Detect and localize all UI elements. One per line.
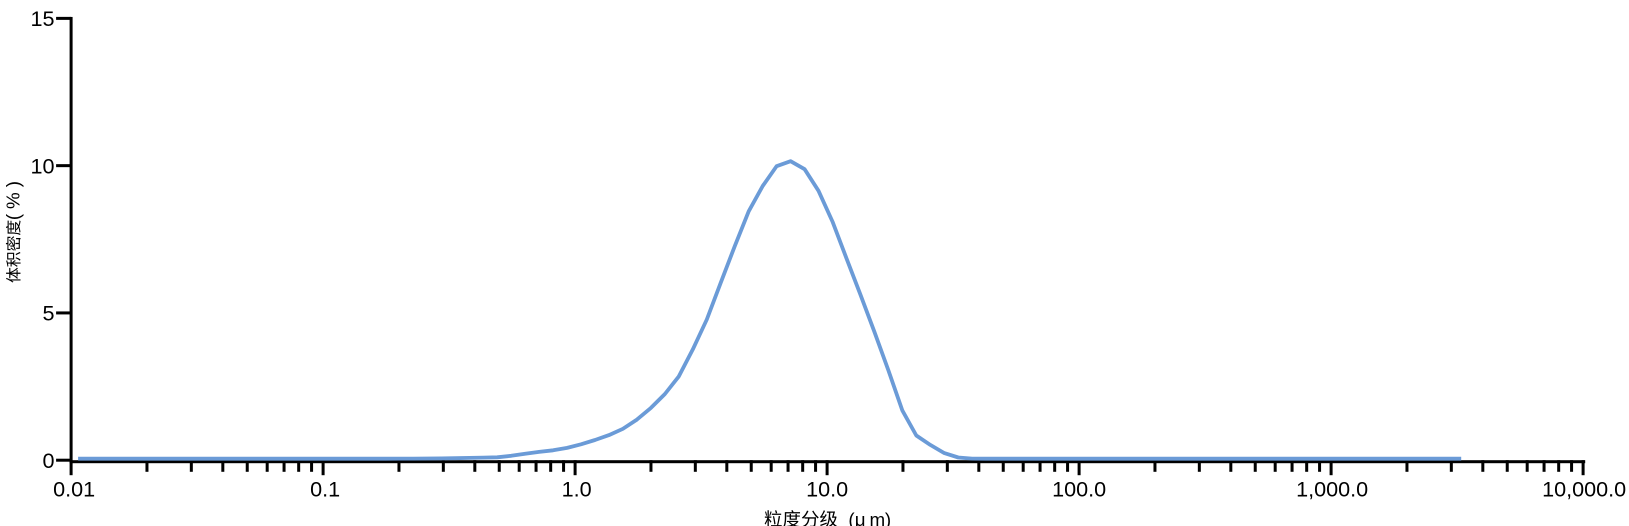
svg-text:): ) bbox=[885, 509, 891, 526]
svg-text:1,000.0: 1,000.0 bbox=[1296, 477, 1368, 502]
svg-text:10.0: 10.0 bbox=[806, 477, 848, 502]
svg-text:μ: μ bbox=[855, 509, 866, 526]
svg-text:15: 15 bbox=[30, 6, 54, 31]
svg-text:0.01: 0.01 bbox=[53, 477, 95, 502]
svg-text:): ) bbox=[2, 181, 23, 187]
svg-text:10: 10 bbox=[30, 153, 54, 178]
svg-text:0: 0 bbox=[42, 448, 54, 473]
svg-text:(: ( bbox=[2, 213, 23, 220]
svg-text:m: m bbox=[870, 509, 886, 526]
svg-text:%: % bbox=[2, 192, 23, 209]
svg-text:5: 5 bbox=[42, 301, 54, 326]
svg-text:0.1: 0.1 bbox=[310, 477, 340, 502]
svg-text:10,000.0: 10,000.0 bbox=[1542, 477, 1626, 502]
svg-text:100.0: 100.0 bbox=[1052, 477, 1106, 502]
svg-text:(: ( bbox=[848, 509, 855, 526]
svg-text:1.0: 1.0 bbox=[562, 477, 592, 502]
